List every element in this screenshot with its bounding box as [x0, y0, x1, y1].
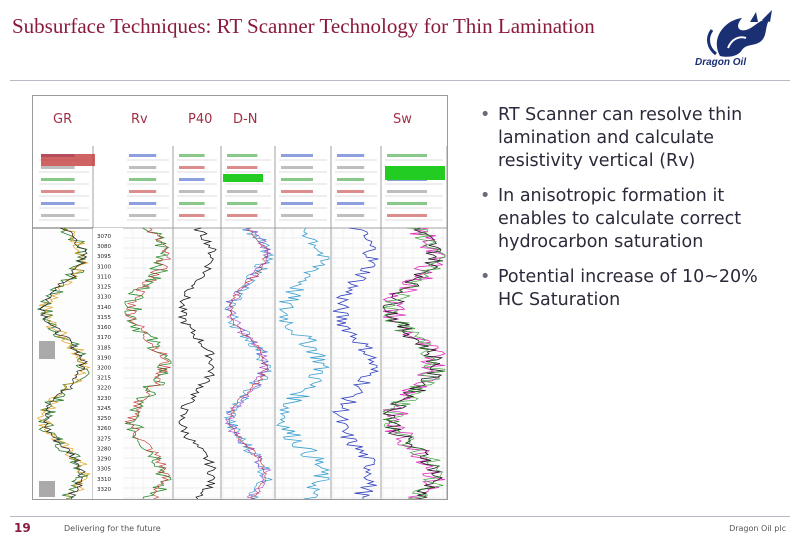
- svg-text:3170: 3170: [97, 335, 111, 341]
- bullet-dot-icon: •: [480, 267, 491, 287]
- svg-text:3190: 3190: [97, 355, 111, 361]
- track-label-dn: D-N: [233, 112, 258, 127]
- bullet-item: • In anisotropic formation it enables to …: [480, 186, 742, 252]
- svg-text:3100: 3100: [97, 264, 111, 270]
- svg-text:3095: 3095: [97, 254, 111, 260]
- svg-text:3220: 3220: [97, 386, 111, 392]
- svg-text:3130: 3130: [97, 295, 111, 301]
- track-label-sw: Sw: [393, 112, 412, 127]
- svg-text:3290: 3290: [97, 457, 111, 463]
- svg-text:3305: 3305: [97, 467, 111, 473]
- track-label-row: GR Rv P40 D-N Sw: [33, 96, 447, 147]
- svg-text:3320: 3320: [97, 487, 111, 493]
- svg-text:3260: 3260: [97, 426, 111, 432]
- track-label-p40: P40: [188, 112, 213, 127]
- track-label-rv: Rv: [131, 112, 148, 127]
- svg-text:3070: 3070: [97, 234, 111, 240]
- page-number: 19: [14, 521, 31, 535]
- svg-text:3275: 3275: [97, 436, 111, 442]
- dragon-logo-icon: [707, 10, 772, 57]
- svg-text:3110: 3110: [97, 274, 111, 280]
- svg-text:3245: 3245: [97, 406, 111, 412]
- svg-text:3185: 3185: [97, 345, 111, 351]
- bullet-dot-icon: •: [480, 105, 491, 125]
- bullet-list: • RT Scanner can resolve thin lamination …: [478, 104, 783, 324]
- well-log-figure: GR Rv P40 D-N Sw 3070 3080 3095 3100 3110 312…: [32, 95, 448, 500]
- logo-text: Dragon Oil: [695, 57, 747, 68]
- bullet-item: • RT Scanner can resolve thin lamination …: [480, 105, 743, 171]
- footer-company: Dragon Oil plc: [729, 524, 786, 533]
- svg-text:3160: 3160: [97, 325, 111, 331]
- footer-tagline: Delivering for the future: [64, 524, 161, 533]
- slide-title: Subsurface Techniques: RT Scanner Techno…: [12, 14, 595, 38]
- header-divider: [10, 80, 790, 81]
- svg-text:3080: 3080: [97, 244, 111, 250]
- bullet-dot-icon: •: [480, 186, 491, 206]
- track-label-gr: GR: [53, 112, 73, 127]
- log-tracks: 3070 3080 3095 3100 3110 3125 3130 3140 3155 3160…: [33, 146, 447, 499]
- svg-text:3155: 3155: [97, 315, 111, 321]
- svg-text:3280: 3280: [97, 446, 111, 452]
- svg-text:3230: 3230: [97, 396, 111, 402]
- bullet-item: • Potential increase of 10~20% HC Saturat…: [480, 267, 758, 310]
- svg-text:3200: 3200: [97, 366, 111, 372]
- svg-text:3310: 3310: [97, 477, 111, 483]
- svg-text:3250: 3250: [97, 416, 111, 422]
- footer-divider: [10, 516, 790, 517]
- svg-text:3215: 3215: [97, 376, 111, 382]
- svg-text:3140: 3140: [97, 305, 111, 311]
- svg-text:3125: 3125: [97, 285, 111, 291]
